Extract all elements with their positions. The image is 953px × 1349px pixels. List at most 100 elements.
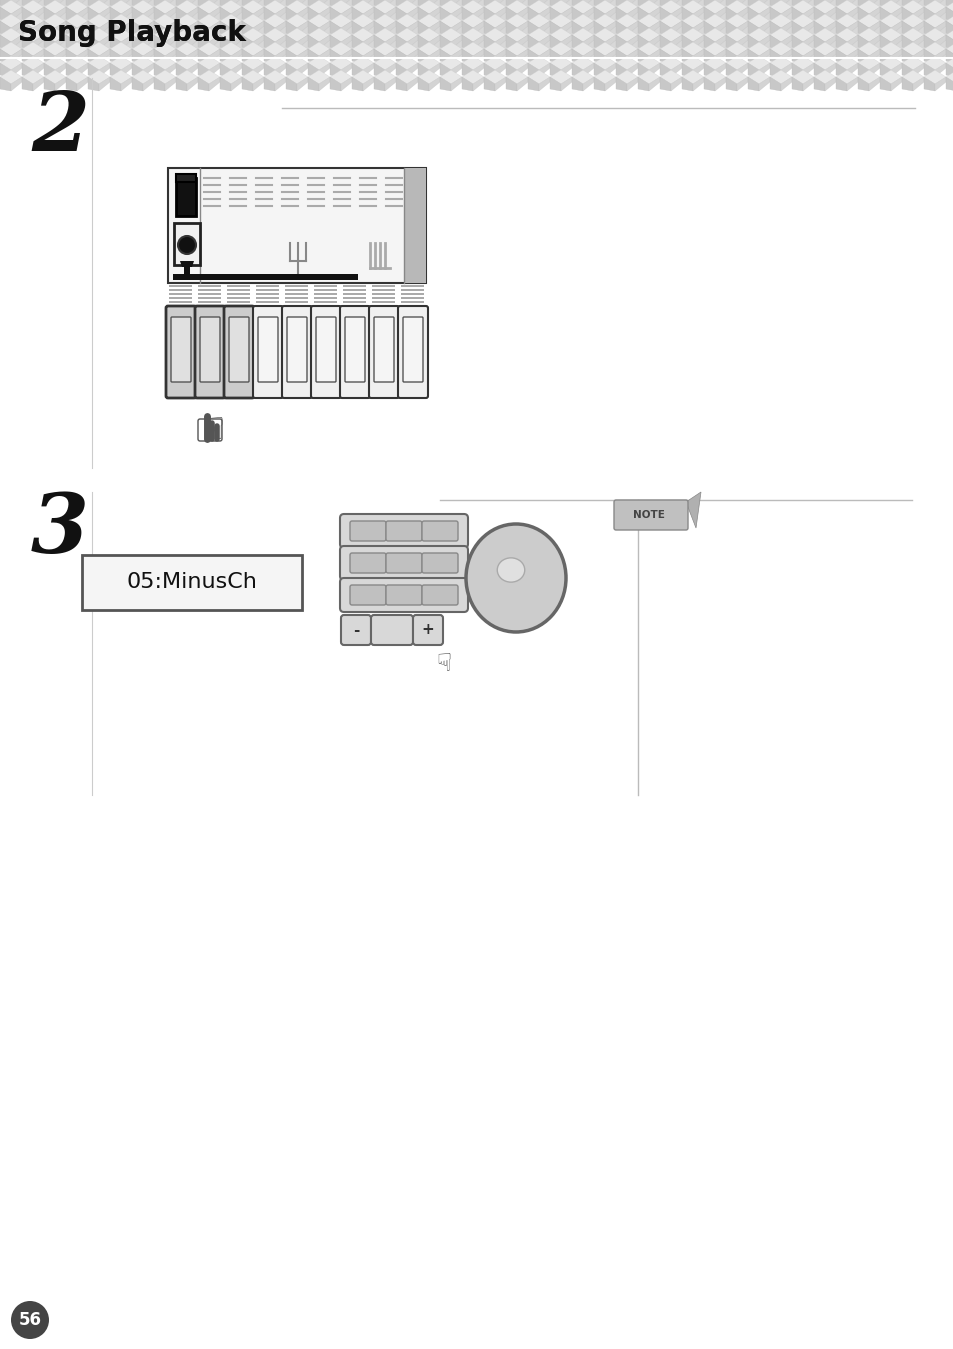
Polygon shape xyxy=(209,49,220,63)
Polygon shape xyxy=(231,7,242,22)
Polygon shape xyxy=(550,42,572,57)
Polygon shape xyxy=(483,77,495,90)
Polygon shape xyxy=(198,22,209,35)
Bar xyxy=(314,285,336,287)
Polygon shape xyxy=(781,63,791,77)
Polygon shape xyxy=(527,22,538,35)
Polygon shape xyxy=(274,7,286,22)
Bar xyxy=(372,297,395,299)
Polygon shape xyxy=(461,49,473,63)
Polygon shape xyxy=(242,42,264,57)
FancyBboxPatch shape xyxy=(194,306,225,398)
Polygon shape xyxy=(835,70,857,84)
Polygon shape xyxy=(417,0,429,7)
Polygon shape xyxy=(538,77,550,90)
Polygon shape xyxy=(330,57,352,70)
Polygon shape xyxy=(286,35,296,49)
Polygon shape xyxy=(407,0,417,7)
Polygon shape xyxy=(363,35,374,49)
Polygon shape xyxy=(505,49,517,63)
Polygon shape xyxy=(417,13,439,28)
Polygon shape xyxy=(330,7,340,22)
Polygon shape xyxy=(846,22,857,35)
Polygon shape xyxy=(99,7,110,22)
Polygon shape xyxy=(703,57,725,70)
Polygon shape xyxy=(11,49,22,63)
Polygon shape xyxy=(0,7,11,22)
Polygon shape xyxy=(385,7,395,22)
Polygon shape xyxy=(318,49,330,63)
Polygon shape xyxy=(473,63,483,77)
Polygon shape xyxy=(572,0,594,13)
Polygon shape xyxy=(879,0,901,13)
Polygon shape xyxy=(439,70,461,84)
Polygon shape xyxy=(274,63,286,77)
Polygon shape xyxy=(429,49,439,63)
Polygon shape xyxy=(670,0,681,7)
Polygon shape xyxy=(242,49,253,63)
Polygon shape xyxy=(505,42,527,57)
Polygon shape xyxy=(781,49,791,63)
Polygon shape xyxy=(791,7,802,22)
Polygon shape xyxy=(703,77,714,90)
Bar xyxy=(198,289,221,291)
Polygon shape xyxy=(912,0,923,7)
Polygon shape xyxy=(747,7,759,22)
Polygon shape xyxy=(505,63,517,77)
Polygon shape xyxy=(538,0,550,7)
Polygon shape xyxy=(945,7,953,22)
Polygon shape xyxy=(846,49,857,63)
Polygon shape xyxy=(165,77,175,90)
Polygon shape xyxy=(725,57,747,70)
Polygon shape xyxy=(473,35,483,49)
Polygon shape xyxy=(670,7,681,22)
Polygon shape xyxy=(0,70,22,84)
Polygon shape xyxy=(626,63,638,77)
Polygon shape xyxy=(209,35,220,49)
Polygon shape xyxy=(374,57,395,70)
Polygon shape xyxy=(594,49,604,63)
Polygon shape xyxy=(33,22,44,35)
Polygon shape xyxy=(692,63,703,77)
Polygon shape xyxy=(594,7,604,22)
Polygon shape xyxy=(88,42,110,57)
Polygon shape xyxy=(153,0,175,13)
Bar xyxy=(343,285,366,287)
Polygon shape xyxy=(879,22,890,35)
Polygon shape xyxy=(616,0,638,13)
Polygon shape xyxy=(725,63,737,77)
Polygon shape xyxy=(330,13,352,28)
Polygon shape xyxy=(363,22,374,35)
Polygon shape xyxy=(835,0,857,13)
Polygon shape xyxy=(374,70,395,84)
Polygon shape xyxy=(835,13,857,28)
Polygon shape xyxy=(308,22,318,35)
Polygon shape xyxy=(572,63,582,77)
Bar xyxy=(172,274,357,281)
Polygon shape xyxy=(846,0,857,7)
FancyBboxPatch shape xyxy=(402,317,422,382)
Polygon shape xyxy=(242,7,253,22)
Bar xyxy=(82,554,302,610)
Polygon shape xyxy=(198,70,220,84)
Bar xyxy=(343,301,366,304)
Bar xyxy=(227,293,250,295)
Polygon shape xyxy=(374,0,395,13)
Polygon shape xyxy=(264,7,274,22)
Polygon shape xyxy=(923,70,945,84)
Polygon shape xyxy=(879,49,890,63)
Polygon shape xyxy=(352,28,374,42)
Polygon shape xyxy=(242,0,253,7)
Polygon shape xyxy=(253,22,264,35)
Polygon shape xyxy=(88,0,110,13)
Polygon shape xyxy=(417,35,429,49)
Bar xyxy=(285,297,308,299)
Polygon shape xyxy=(363,7,374,22)
Polygon shape xyxy=(681,7,692,22)
Polygon shape xyxy=(703,28,725,42)
Polygon shape xyxy=(813,35,824,49)
Polygon shape xyxy=(945,28,953,42)
Polygon shape xyxy=(296,7,308,22)
Polygon shape xyxy=(99,0,110,7)
Polygon shape xyxy=(670,49,681,63)
